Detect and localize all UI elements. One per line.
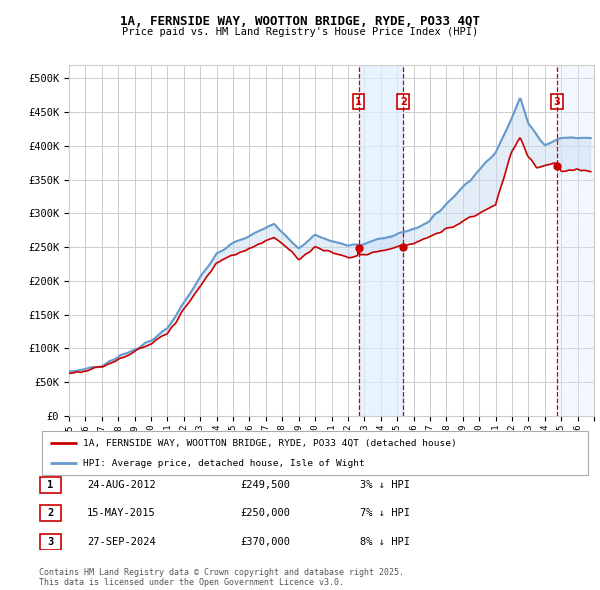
Text: 3% ↓ HPI: 3% ↓ HPI: [360, 480, 410, 490]
Text: 27-SEP-2024: 27-SEP-2024: [87, 537, 156, 546]
Text: 3: 3: [554, 97, 560, 107]
Text: £249,500: £249,500: [240, 480, 290, 490]
Text: 1A, FERNSIDE WAY, WOOTTON BRIDGE, RYDE, PO33 4QT: 1A, FERNSIDE WAY, WOOTTON BRIDGE, RYDE, …: [120, 15, 480, 28]
Bar: [359, 65, 403, 416]
Text: 3: 3: [47, 537, 53, 546]
Text: 15-MAY-2015: 15-MAY-2015: [87, 509, 156, 518]
Text: Contains HM Land Registry data © Crown copyright and database right 2025.
This d: Contains HM Land Registry data © Crown c…: [39, 568, 404, 587]
Text: £250,000: £250,000: [240, 509, 290, 518]
Text: 1: 1: [47, 480, 53, 490]
Text: 1: 1: [355, 97, 362, 107]
Text: 2: 2: [47, 509, 53, 518]
Text: 7% ↓ HPI: 7% ↓ HPI: [360, 509, 410, 518]
Text: 24-AUG-2012: 24-AUG-2012: [87, 480, 156, 490]
Bar: [557, 65, 594, 416]
Text: HPI: Average price, detached house, Isle of Wight: HPI: Average price, detached house, Isle…: [83, 459, 365, 468]
Text: 1A, FERNSIDE WAY, WOOTTON BRIDGE, RYDE, PO33 4QT (detached house): 1A, FERNSIDE WAY, WOOTTON BRIDGE, RYDE, …: [83, 438, 457, 448]
Text: 8% ↓ HPI: 8% ↓ HPI: [360, 537, 410, 546]
Text: £370,000: £370,000: [240, 537, 290, 546]
Text: Price paid vs. HM Land Registry's House Price Index (HPI): Price paid vs. HM Land Registry's House …: [122, 27, 478, 37]
Text: 2: 2: [400, 97, 407, 107]
